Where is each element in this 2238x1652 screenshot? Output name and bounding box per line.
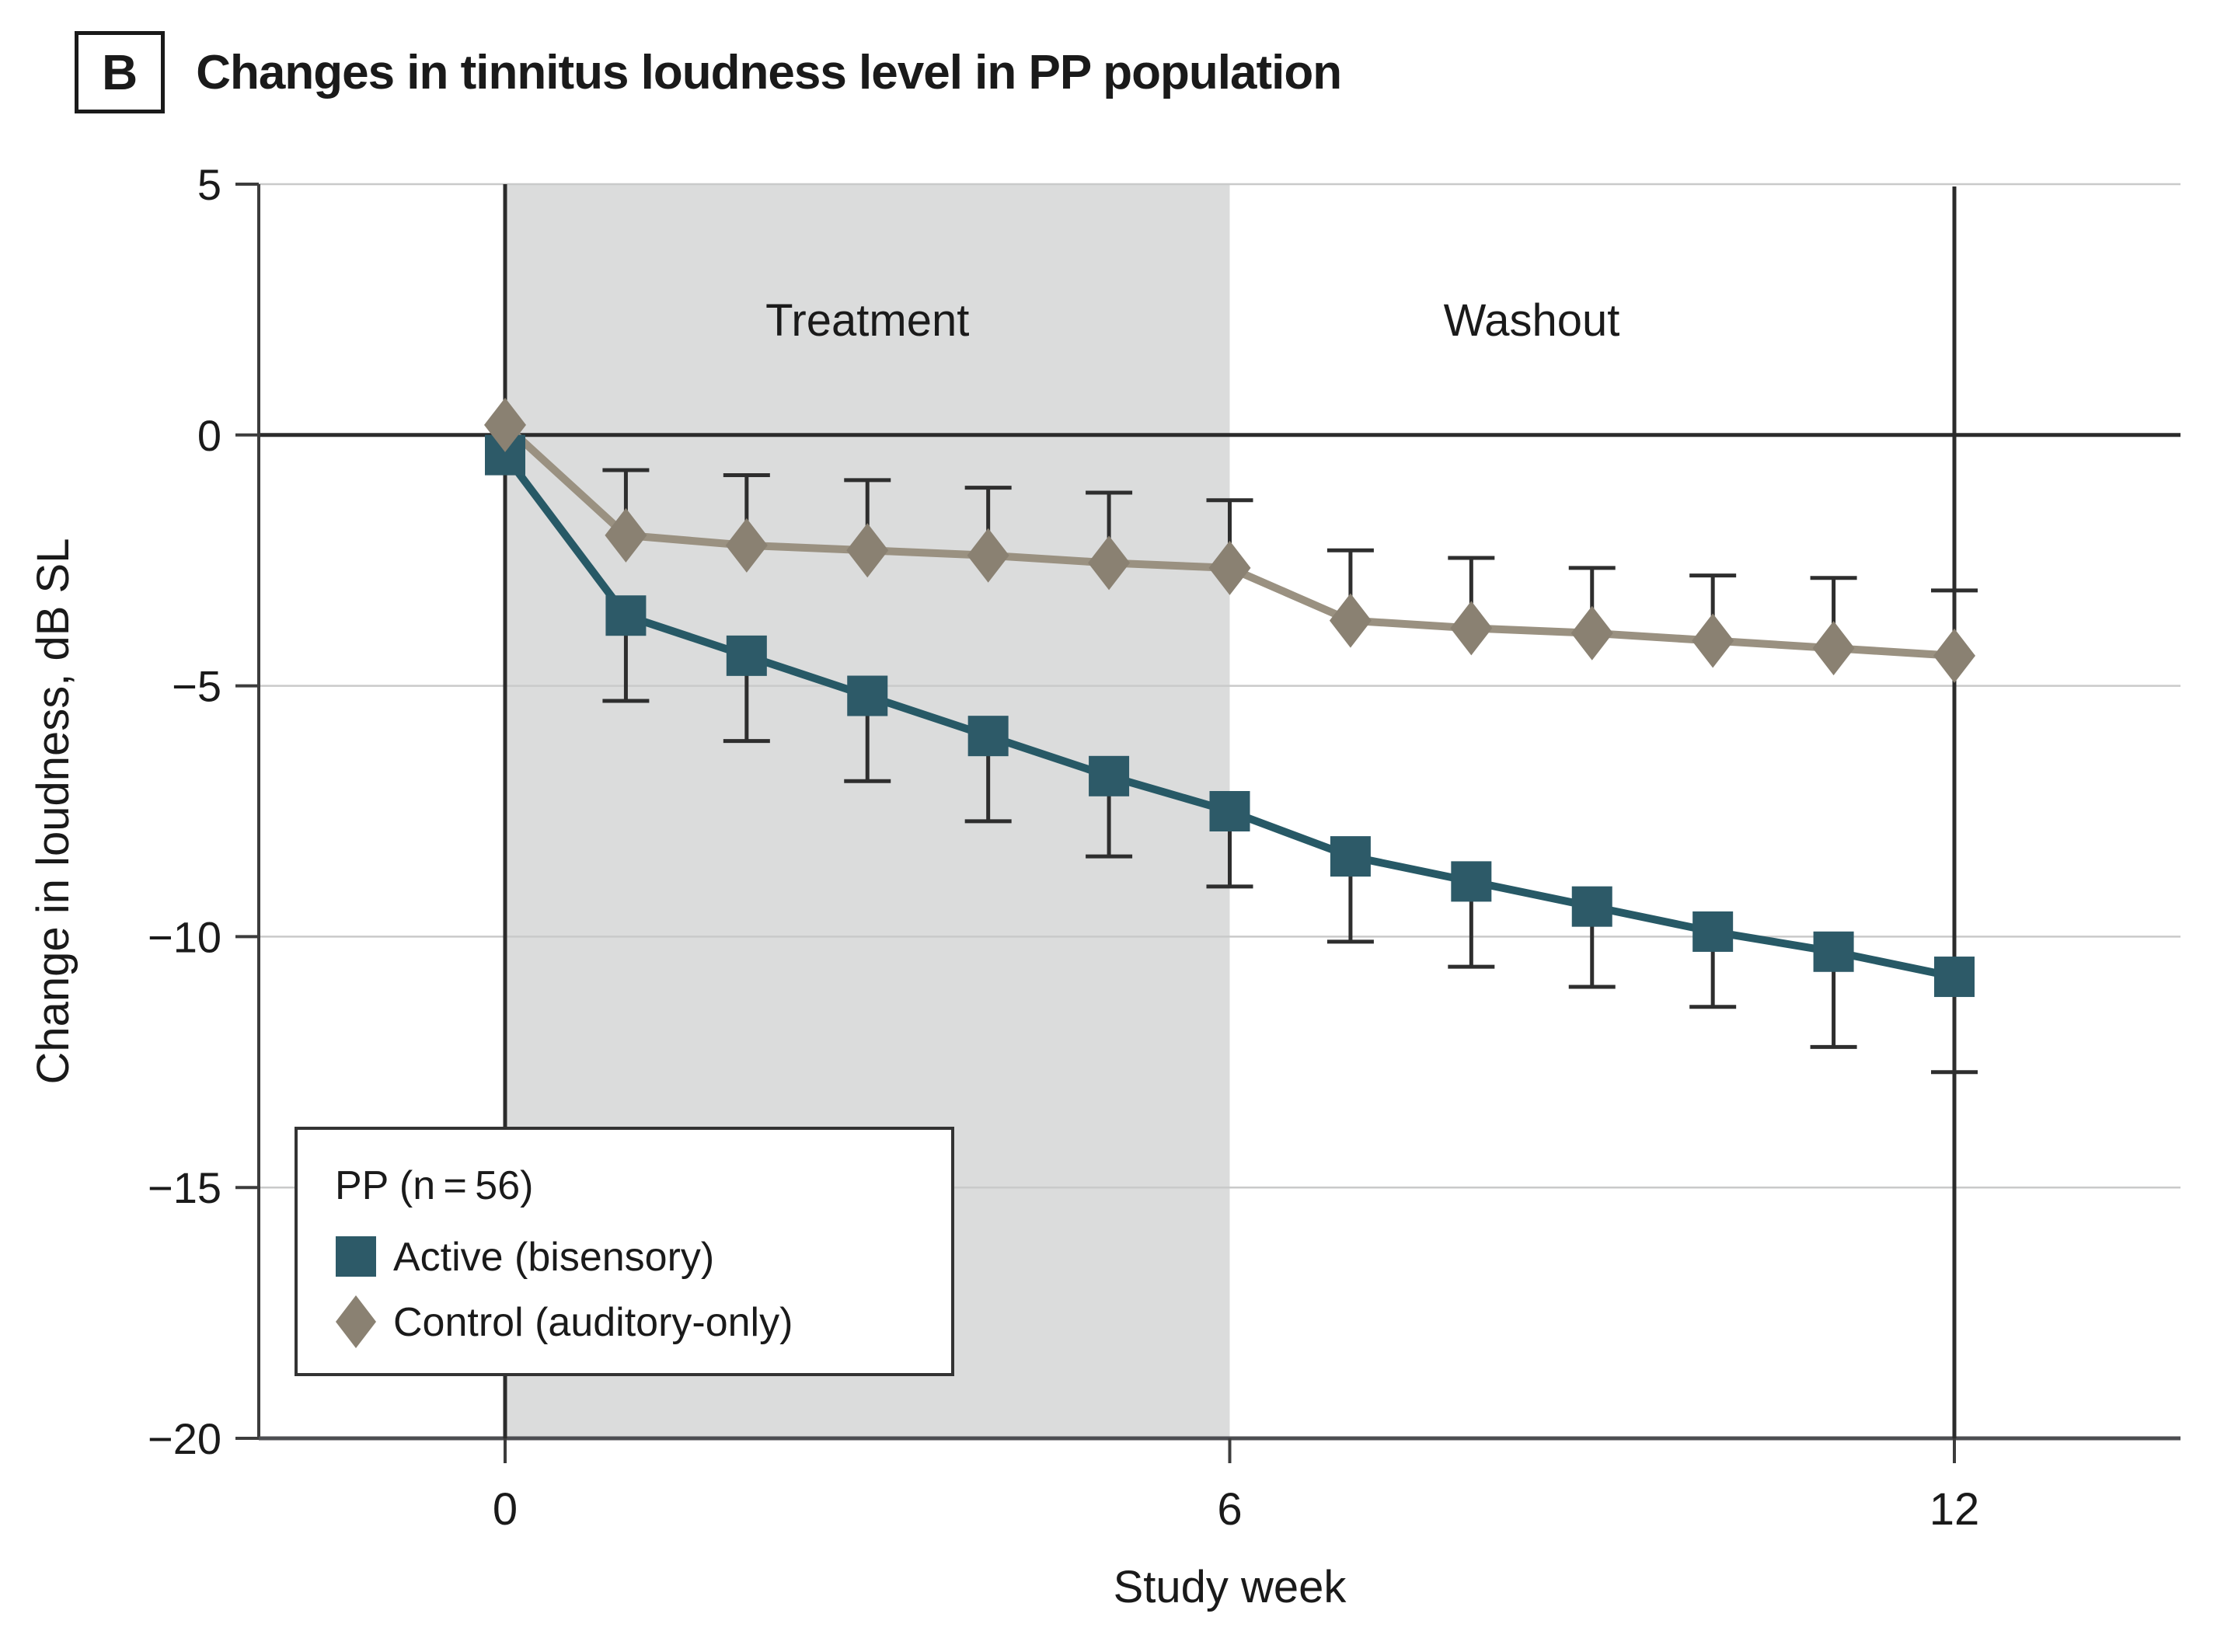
x-tick-label-6: 6 — [1217, 1484, 1242, 1535]
active-marker-week-5 — [1089, 755, 1130, 796]
y-tick-label-5: 5 — [197, 160, 221, 209]
control-marker-week-0 — [484, 397, 526, 452]
legend-label-control: Control (auditory-only) — [393, 1300, 793, 1345]
control-marker-week-8 — [1450, 601, 1493, 656]
control-marker-week-7 — [1329, 593, 1372, 648]
control-marker-week-1 — [605, 507, 647, 563]
treatment-label: Treatment — [765, 295, 969, 346]
control-marker-week-4 — [967, 528, 1009, 583]
legend-label-active: Active (bisensory) — [393, 1235, 714, 1280]
figure-title: Changes in tinnitus loudness level in PP… — [196, 45, 1342, 99]
panel-label: B — [75, 31, 166, 113]
y-axis-title: Change in loudness, dB SL — [28, 538, 78, 1085]
y-tick-label-0: 0 — [197, 411, 221, 460]
y-tick-label--20: −20 — [148, 1414, 221, 1463]
active-marker-week-8 — [1451, 861, 1492, 902]
control-marker-week-10 — [1692, 613, 1734, 668]
legend-title: PP (n = 56) — [335, 1163, 533, 1208]
control-marker-week-9 — [1570, 605, 1613, 660]
legend-marker-active — [336, 1236, 376, 1277]
y-tick-label--10: −10 — [148, 912, 221, 961]
x-tick-label-0: 0 — [493, 1484, 518, 1535]
active-marker-week-4 — [967, 716, 1009, 757]
active-marker-week-6 — [1209, 791, 1250, 831]
active-marker-week-12 — [1934, 957, 1975, 998]
active-marker-week-11 — [1813, 931, 1854, 972]
legend-marker-control — [336, 1295, 376, 1348]
control-marker-week-11 — [1812, 621, 1855, 676]
active-marker-week-2 — [726, 635, 767, 676]
control-marker-week-5 — [1088, 535, 1131, 591]
active-marker-week-10 — [1692, 911, 1734, 952]
x-axis-title: Study week — [1114, 1562, 1347, 1612]
active-marker-week-7 — [1330, 836, 1371, 877]
control-marker-week-3 — [846, 523, 889, 578]
y-tick-label--5: −5 — [172, 662, 221, 711]
legend-box — [295, 1127, 954, 1376]
control-marker-week-6 — [1208, 540, 1251, 595]
washout-label: Washout — [1444, 295, 1620, 346]
active-marker-week-9 — [1571, 886, 1612, 927]
active-marker-week-3 — [847, 675, 888, 716]
y-tick-label--15: −15 — [148, 1163, 221, 1212]
x-tick-label-12: 12 — [1929, 1484, 1980, 1535]
control-marker-week-2 — [725, 518, 768, 573]
active-marker-week-1 — [605, 595, 647, 636]
control-marker-week-12 — [1933, 628, 1975, 683]
figure-header: B Changes in tinnitus loudness level in … — [75, 31, 1342, 113]
